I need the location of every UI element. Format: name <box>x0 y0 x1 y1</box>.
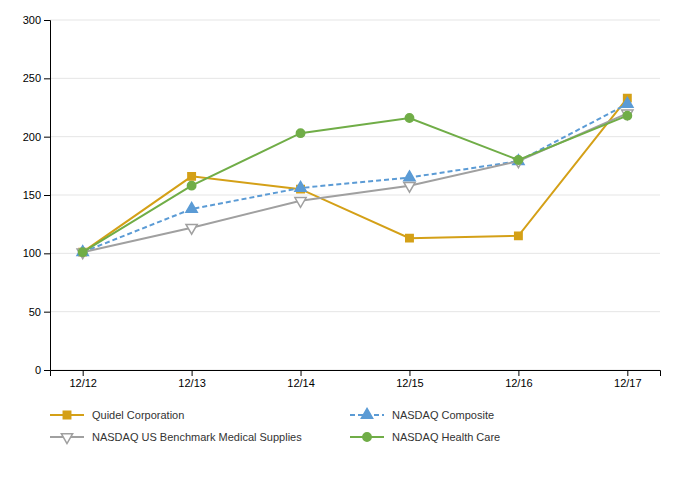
grid-line <box>50 311 660 312</box>
tick: 100 <box>23 247 50 259</box>
tick-label: 12/17 <box>614 377 642 389</box>
tick-label: 50 <box>29 306 41 318</box>
point <box>77 246 88 256</box>
grid-line <box>50 78 660 79</box>
legend-label: NASDAQ Health Care <box>392 431 500 443</box>
series <box>77 97 633 255</box>
tick: 12/12 <box>69 370 97 389</box>
point <box>77 249 88 259</box>
point <box>188 173 195 180</box>
tick-label: 300 <box>23 14 41 26</box>
y-axis: 0 50 100 150 200 250 300 <box>23 14 51 376</box>
legend-symbol <box>361 408 372 418</box>
legend-item: NASDAQ Composite <box>350 408 494 420</box>
chart: 05010015020025030012/1212/1312/1412/1512… <box>0 0 680 480</box>
tick-label: 12/14 <box>287 377 315 389</box>
axis-line <box>51 371 661 377</box>
line <box>83 104 628 252</box>
tick: 12/17 <box>614 370 642 389</box>
point <box>404 182 415 192</box>
legend-item: NASDAQ US Benchmark Medical Supplies <box>50 431 302 444</box>
tick-mark <box>518 370 519 376</box>
tick-mark <box>44 195 50 196</box>
marks <box>77 94 633 258</box>
tick-label: 12/15 <box>396 377 424 389</box>
tick-label: 150 <box>23 189 41 201</box>
tick-mark <box>83 370 84 376</box>
point <box>515 232 522 239</box>
tick-mark <box>44 78 50 79</box>
legend-item: NASDAQ Health Care <box>350 431 500 443</box>
legend-symbol <box>61 434 72 444</box>
tick: 12/13 <box>178 370 206 389</box>
tick-mark <box>192 370 193 376</box>
tick-mark <box>44 137 50 138</box>
point <box>514 156 522 164</box>
grid-line <box>50 253 660 254</box>
point <box>296 129 304 137</box>
tick-label: 12/13 <box>178 377 206 389</box>
line <box>83 116 628 253</box>
tick: 12/14 <box>287 370 315 389</box>
tick-mark <box>409 370 410 376</box>
tick-label: 0 <box>35 364 41 376</box>
legend: Quidel Corporation NASDAQ Composite NASDAQ… <box>50 408 500 443</box>
tick: 200 <box>23 131 50 143</box>
tick-mark <box>44 253 50 254</box>
point <box>295 198 306 208</box>
series <box>79 94 631 255</box>
tick: 12/15 <box>396 370 424 389</box>
point <box>186 224 197 234</box>
tick: 0 <box>35 364 50 376</box>
series <box>78 111 631 256</box>
point <box>513 155 524 165</box>
legend-symbol <box>63 411 70 418</box>
tick-label: 12/12 <box>69 377 97 389</box>
point <box>186 202 197 212</box>
tick-mark <box>627 370 628 376</box>
point <box>406 234 413 241</box>
point <box>187 181 195 189</box>
tick-label: 100 <box>23 247 41 259</box>
tick-label: 250 <box>23 72 41 84</box>
legend-symbol <box>363 433 371 441</box>
line <box>83 98 628 252</box>
tick-mark <box>44 370 50 371</box>
point <box>622 97 633 107</box>
tick-mark <box>301 370 302 376</box>
tick: 150 <box>23 189 50 201</box>
legend-label: Quidel Corporation <box>92 409 184 421</box>
point <box>405 114 413 122</box>
line <box>83 113 628 252</box>
tick-label: 200 <box>23 131 41 143</box>
point <box>79 248 86 255</box>
tick-mark <box>44 20 50 21</box>
tick: 50 <box>29 306 50 318</box>
tick-mark <box>44 312 50 313</box>
x-axis: 12/12 12/13 12/14 12/15 12/16 12/17 <box>51 370 661 389</box>
point <box>623 111 631 119</box>
legend-label: NASDAQ Composite <box>392 409 494 421</box>
grid-line <box>50 20 660 21</box>
grid <box>50 20 660 370</box>
grid-line <box>50 136 660 137</box>
tick: 250 <box>23 72 50 84</box>
grid-line <box>50 195 660 196</box>
point <box>78 248 86 256</box>
point <box>622 110 633 120</box>
legend-item: Quidel Corporation <box>50 409 184 421</box>
axis-line <box>44 21 51 371</box>
tick: 12/16 <box>505 370 533 389</box>
legend-label: NASDAQ US Benchmark Medical Supplies <box>92 431 302 443</box>
tick-label: 12/16 <box>505 377 533 389</box>
point <box>295 181 306 191</box>
tick: 300 <box>23 14 50 26</box>
point <box>404 171 415 181</box>
series <box>77 110 633 259</box>
plot: 05010015020025030012/1212/1312/1412/1512… <box>23 14 661 443</box>
